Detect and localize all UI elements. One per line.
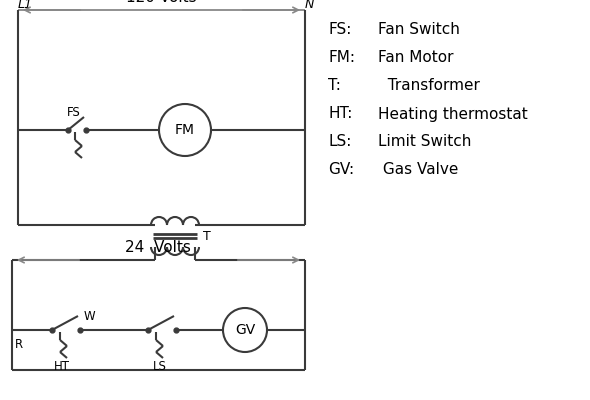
Text: GV: GV — [235, 323, 255, 337]
Text: Transformer: Transformer — [378, 78, 480, 94]
Text: GV:: GV: — [328, 162, 354, 178]
Text: T: T — [203, 230, 211, 242]
Text: 24  Volts: 24 Volts — [125, 240, 191, 256]
Text: FM:: FM: — [328, 50, 355, 66]
Text: L1: L1 — [18, 0, 33, 12]
Text: FS:: FS: — [328, 22, 352, 38]
Text: FS: FS — [67, 106, 81, 118]
Text: Limit Switch: Limit Switch — [378, 134, 471, 150]
Text: 120 Volts: 120 Volts — [126, 0, 196, 6]
Text: R: R — [15, 338, 23, 350]
Text: HT: HT — [54, 360, 70, 372]
Text: LS:: LS: — [328, 134, 352, 150]
Text: Fan Switch: Fan Switch — [378, 22, 460, 38]
Text: N: N — [305, 0, 314, 12]
Text: Fan Motor: Fan Motor — [378, 50, 454, 66]
Text: FM: FM — [175, 123, 195, 137]
Text: LS: LS — [153, 360, 167, 372]
Text: W: W — [84, 310, 96, 322]
Text: T:: T: — [328, 78, 341, 94]
Text: Gas Valve: Gas Valve — [378, 162, 458, 178]
Text: Heating thermostat: Heating thermostat — [378, 106, 527, 122]
Text: HT:: HT: — [328, 106, 352, 122]
